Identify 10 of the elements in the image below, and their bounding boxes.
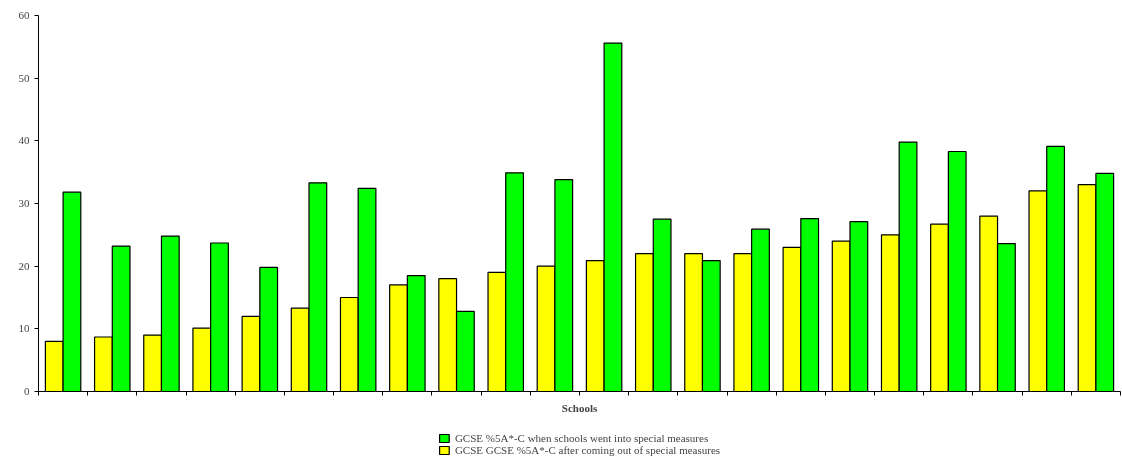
y-tick-label: 30 <box>18 197 30 209</box>
legend-label: GCSE GCSE %5A*-C after coming out of special measures <box>454 444 721 456</box>
y-tick-label: 0 <box>24 385 30 397</box>
y-tick-label: 20 <box>18 259 30 272</box>
x-axis-title: Schools <box>561 401 598 414</box>
legend-label: GCSE %5A*-C when schools went into special measures <box>454 432 709 444</box>
y-tick-label: 60 <box>18 9 30 21</box>
y-tick-label: 40 <box>18 134 30 147</box>
y-tick-label: 10 <box>18 322 30 335</box>
y-tick-label: 50 <box>18 71 30 84</box>
